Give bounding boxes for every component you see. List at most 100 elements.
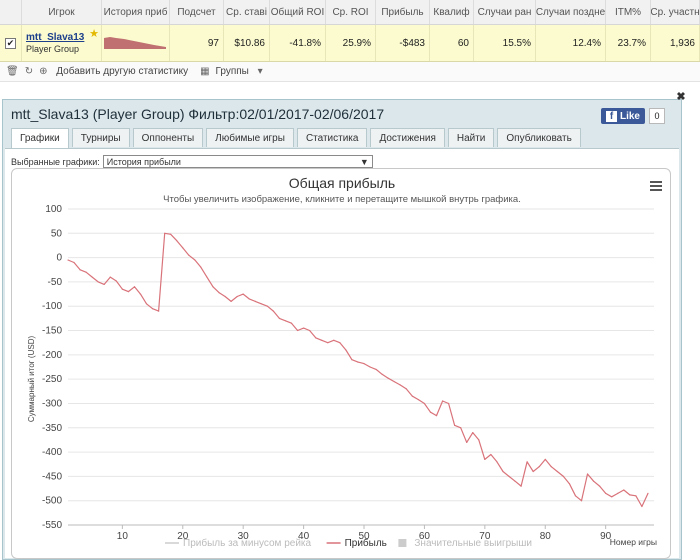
data-point xyxy=(635,495,637,497)
y-axis-label: Суммарный итог (USD) xyxy=(27,336,36,423)
legend-symbol xyxy=(398,539,407,547)
groups-label: Группы xyxy=(215,66,249,77)
like-label: Like xyxy=(619,110,640,122)
legend-item[interactable]: Прибыль за минусом рейка xyxy=(165,537,312,549)
data-point xyxy=(592,480,595,482)
header-profit[interactable]: Прибыль xyxy=(376,0,430,24)
legend-label: Значительные выигрыши xyxy=(414,538,532,549)
table-toolbar: 🗑 ↻ ⊕ Добавить другую статистику ▦ Группы… xyxy=(0,62,700,82)
y-tick-label: -350 xyxy=(42,423,62,434)
data-point xyxy=(230,300,232,302)
y-tick-label: 50 xyxy=(51,228,63,239)
data-point xyxy=(520,485,522,487)
tab-charts[interactable]: Графики xyxy=(11,128,69,148)
tab-achievements[interactable]: Достижения xyxy=(370,128,445,147)
add-stats-link[interactable]: ⊕ Добавить другую статистику xyxy=(39,66,194,77)
profit-chart[interactable]: Общая прибыль Чтобы увеличить изображени… xyxy=(11,168,671,559)
data-point xyxy=(164,232,166,234)
tab-statistics[interactable]: Статистика xyxy=(296,128,368,147)
data-point xyxy=(369,366,371,368)
player-cell[interactable]: ★ mtt_Slava13 Player Group xyxy=(22,25,102,61)
row-checkbox[interactable]: ✔ xyxy=(5,37,16,49)
data-point xyxy=(200,266,202,268)
header-total-roi[interactable]: Общий ROI xyxy=(270,0,326,24)
data-point xyxy=(97,281,99,283)
header-count[interactable]: Подсчет xyxy=(170,0,224,24)
y-tick-label: -100 xyxy=(42,301,62,312)
header-qualified[interactable]: Квалиф xyxy=(430,0,474,24)
data-point xyxy=(381,373,383,375)
close-icon[interactable]: ✖ xyxy=(676,91,686,103)
data-point xyxy=(411,395,413,397)
legend-label: Прибыль за минусом рейка xyxy=(183,537,312,549)
chart-select[interactable]: История прибыли ▼ xyxy=(102,155,373,168)
header-itm[interactable]: ITM% xyxy=(606,0,651,24)
data-point xyxy=(532,470,534,473)
star-icon: ★ xyxy=(89,28,99,40)
legend-item[interactable]: Прибыль xyxy=(326,537,387,549)
data-point xyxy=(490,453,492,456)
header-player[interactable]: Игрок xyxy=(22,0,102,24)
data-point xyxy=(85,271,87,273)
data-point xyxy=(339,342,341,344)
panel-tabs: Графики Турниры Оппоненты Любимые игры С… xyxy=(11,128,584,148)
header-early[interactable]: Случаи ран xyxy=(474,0,536,24)
tab-find[interactable]: Найти xyxy=(447,128,495,147)
tab-favorite-games[interactable]: Любимые игры xyxy=(206,128,294,147)
row-checkbox-cell[interactable]: ✔ xyxy=(0,25,22,61)
profit-history-cell xyxy=(102,25,170,61)
data-point xyxy=(478,439,480,441)
total-roi-cell: -41.8% xyxy=(270,25,326,61)
table-row[interactable]: ✔ ★ mtt_Slava13 Player Group 97 $10.86 -… xyxy=(0,25,700,62)
data-point xyxy=(423,402,426,405)
header-avg-roi[interactable]: Ср. ROI xyxy=(326,0,376,24)
facebook-icon: f xyxy=(605,110,617,122)
data-point xyxy=(218,292,220,294)
data-point xyxy=(514,480,516,482)
chart-svg: Общая прибыль Чтобы увеличить изображени… xyxy=(27,175,657,549)
plus-icon: ⊕ xyxy=(39,66,48,77)
qualified-cell: 60 xyxy=(430,25,474,61)
tab-publish[interactable]: Опубликовать xyxy=(497,128,581,147)
data-point xyxy=(254,300,256,302)
y-tick-label: -450 xyxy=(42,471,62,482)
x-tick-label: 70 xyxy=(479,531,491,542)
header-avg-stake[interactable]: Ср. ставі xyxy=(224,0,270,24)
x-axis-label: Номер игры xyxy=(610,537,657,547)
tab-tournaments[interactable]: Турниры xyxy=(71,128,130,147)
data-point xyxy=(611,496,613,498)
chart-selector-label: Выбранные графики: xyxy=(11,156,100,167)
chevron-down-icon: ▾ xyxy=(257,66,263,77)
tab-opponents[interactable]: Оппоненты xyxy=(132,128,204,147)
data-point xyxy=(121,288,123,290)
chart-menu-icon[interactable] xyxy=(650,181,662,193)
refresh-icon[interactable]: ↻ xyxy=(24,66,34,77)
x-tick-label: 20 xyxy=(177,531,189,542)
data-point xyxy=(79,269,81,271)
header-profit-history[interactable]: История приб xyxy=(102,0,170,24)
data-point xyxy=(345,349,347,351)
data-point xyxy=(266,305,268,307)
facebook-like-button[interactable]: f Like xyxy=(600,108,645,124)
data-point xyxy=(605,492,607,494)
data-point xyxy=(109,276,111,278)
data-point xyxy=(599,485,601,487)
data-point xyxy=(278,317,281,319)
legend-item[interactable]: Значительные выигрыши xyxy=(398,538,532,549)
player-name-link[interactable]: mtt_Slava13 xyxy=(26,32,85,43)
data-point xyxy=(315,337,317,339)
header-avg-entrants[interactable]: Ср. участн xyxy=(651,0,700,24)
player-panel: ✖ mtt_Slava13 (Player Group) Фильтр:02/0… xyxy=(2,92,686,560)
data-point xyxy=(309,329,311,332)
groups-menu[interactable]: ▦ Группы ▾ xyxy=(200,66,269,77)
data-point xyxy=(647,492,649,494)
data-point xyxy=(363,362,365,365)
header-late[interactable]: Случаи поздне xyxy=(536,0,606,24)
data-point xyxy=(73,261,75,264)
data-point xyxy=(145,303,148,305)
x-tick-label: 50 xyxy=(358,531,370,542)
data-point xyxy=(568,483,571,485)
data-point xyxy=(139,293,142,295)
trash-icon[interactable]: 🗑 xyxy=(6,66,19,77)
data-point xyxy=(212,286,214,288)
